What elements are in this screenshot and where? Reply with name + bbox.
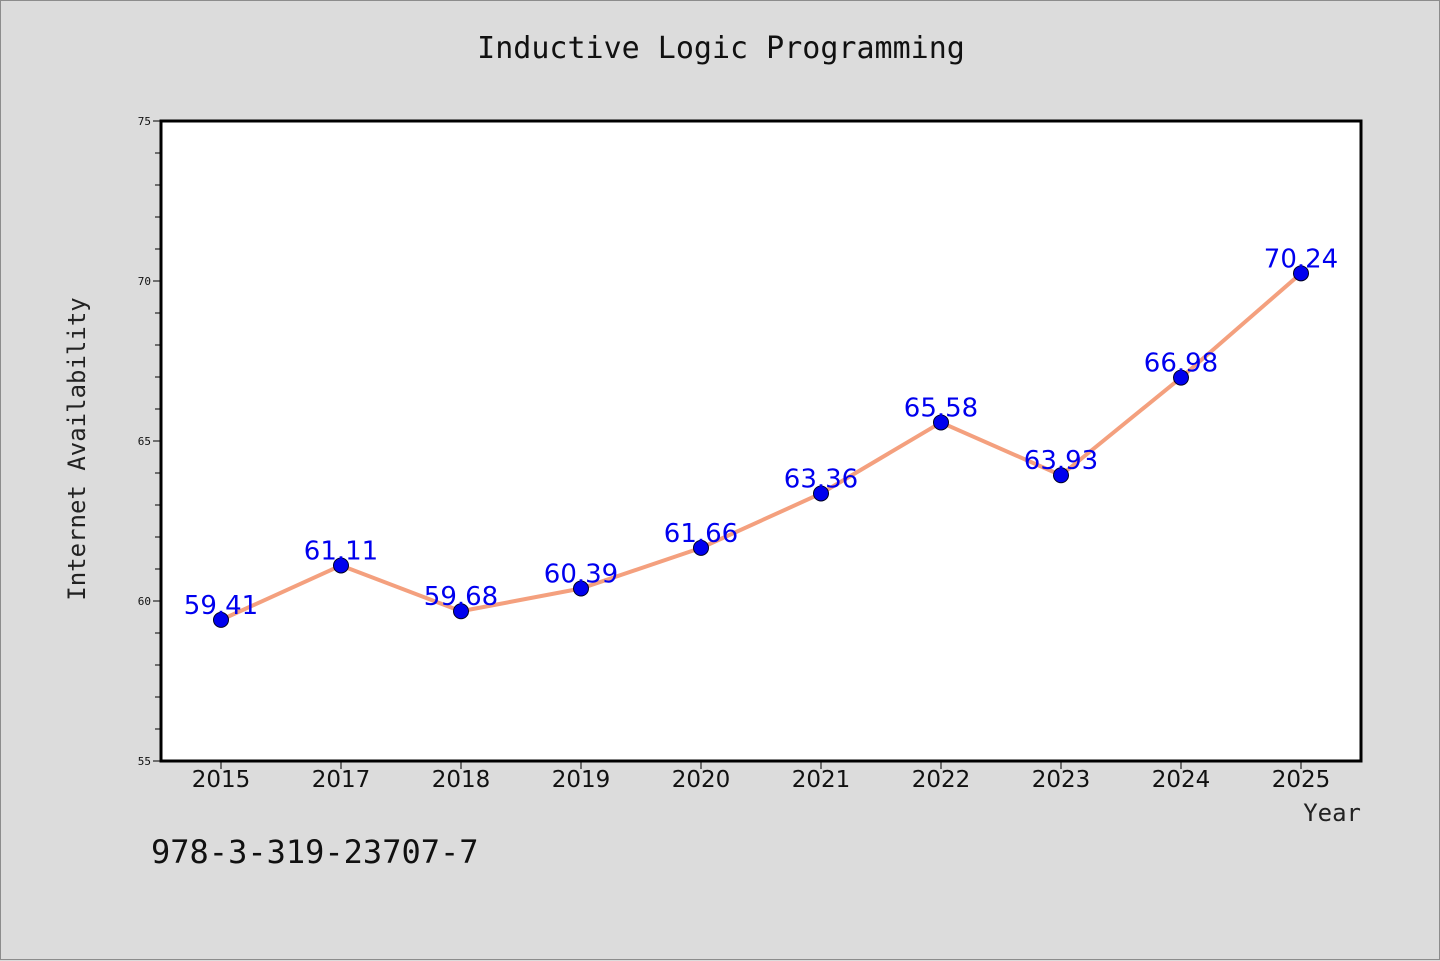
data-label: 70.24 bbox=[1264, 244, 1338, 274]
series-line bbox=[219, 271, 1303, 622]
data-point bbox=[693, 539, 709, 556]
y-axis-label: Internet Availability bbox=[63, 297, 91, 600]
data-markers bbox=[213, 265, 1309, 628]
y-axis-ticks: 55 60 65 70 75 bbox=[138, 115, 161, 768]
data-point bbox=[573, 580, 589, 597]
isbn-code: 978-3-319-23707-7 bbox=[151, 833, 479, 871]
data-labels: 59.41 61.11 59.68 60.39 61.66 63.36 65.58 63.93… bbox=[184, 244, 1338, 621]
data-point bbox=[1293, 265, 1309, 282]
data-point bbox=[1173, 369, 1189, 386]
y-tick-label: 65 bbox=[138, 435, 151, 448]
x-axis-label: Year bbox=[1303, 799, 1361, 827]
data-label: 65.58 bbox=[904, 393, 978, 423]
data-label: 63.36 bbox=[784, 464, 858, 494]
data-point bbox=[333, 557, 349, 574]
x-tick-label: 2022 bbox=[912, 767, 971, 793]
data-label: 61.11 bbox=[304, 536, 378, 566]
y-tick-label: 75 bbox=[138, 115, 151, 128]
data-label: 66.98 bbox=[1144, 349, 1218, 379]
chart-title: Inductive Logic Programming bbox=[477, 31, 965, 66]
x-tick-label: 2024 bbox=[1152, 767, 1211, 793]
y-tick-label: 60 bbox=[138, 595, 151, 608]
y-tick-label: 70 bbox=[138, 275, 151, 288]
data-label: 61.66 bbox=[664, 519, 738, 549]
data-point bbox=[933, 414, 949, 431]
plot-area bbox=[159, 119, 1363, 763]
data-point bbox=[1053, 467, 1069, 484]
x-tick-label: 2019 bbox=[552, 767, 611, 793]
data-point bbox=[453, 603, 469, 620]
data-point bbox=[213, 611, 229, 628]
x-tick-label: 2023 bbox=[1032, 767, 1091, 793]
data-label: 60.39 bbox=[544, 560, 618, 590]
data-label: 59.68 bbox=[424, 582, 498, 612]
x-axis-ticks: 2015 2017 2018 2019 2020 2021 2022 2023 2024 2025 bbox=[192, 761, 1331, 793]
x-tick-label: 2025 bbox=[1272, 767, 1331, 793]
x-tick-label: 2021 bbox=[792, 767, 851, 793]
x-tick-label: 2018 bbox=[432, 767, 491, 793]
x-tick-label: 2020 bbox=[672, 767, 731, 793]
data-label: 59.41 bbox=[184, 591, 258, 621]
x-tick-label: 2017 bbox=[312, 767, 371, 793]
data-point bbox=[813, 485, 829, 502]
data-label: 63.93 bbox=[1024, 446, 1098, 476]
x-tick-label: 2015 bbox=[192, 767, 251, 793]
y-tick-label: 55 bbox=[138, 755, 151, 768]
